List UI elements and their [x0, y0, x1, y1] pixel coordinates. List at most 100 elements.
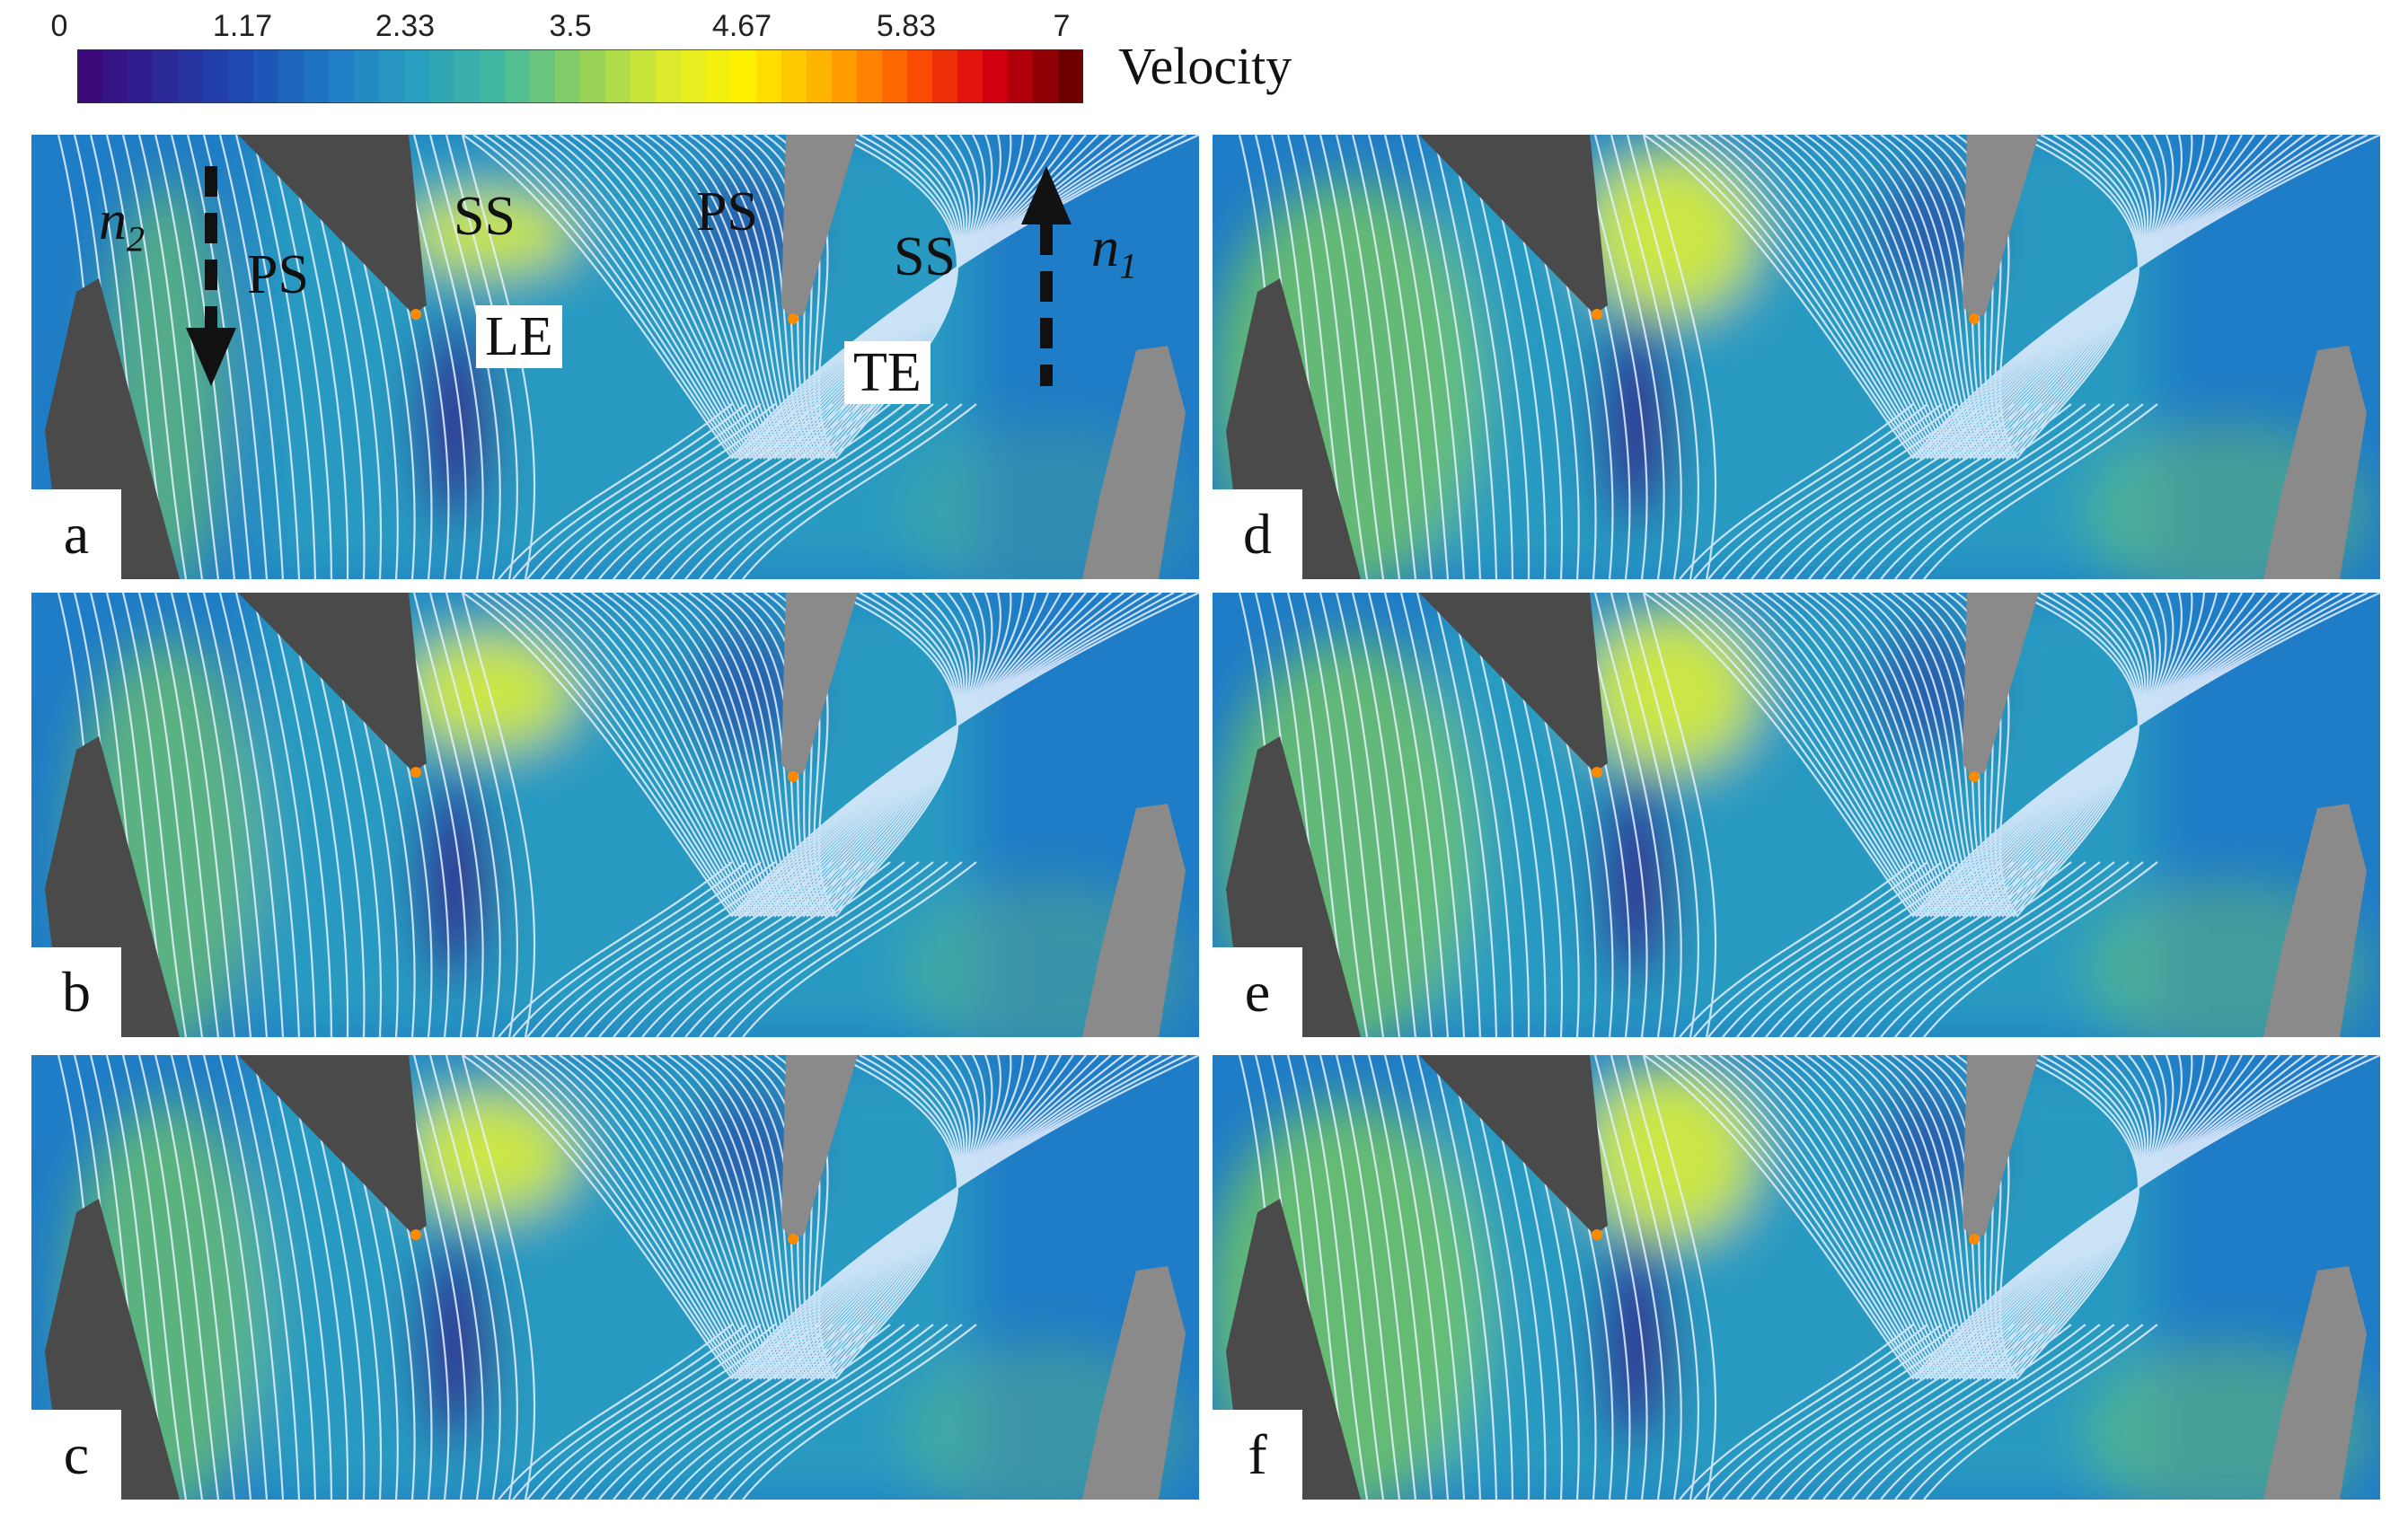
- streamline: [1815, 593, 2183, 918]
- streamline: [677, 135, 975, 460]
- streamline: [1808, 1324, 2043, 1500]
- streamline: [720, 593, 963, 918]
- label-n1: n1: [1091, 217, 1137, 286]
- streamline: [526, 1324, 762, 1500]
- streamline: [670, 861, 905, 1037]
- colorbar-title: Velocity: [1118, 37, 1292, 95]
- streamline: [1765, 1324, 2000, 1500]
- upper-blade-right: [781, 593, 858, 777]
- streamline: [1707, 593, 2306, 918]
- streamline: [1880, 403, 2115, 579]
- streamline: [1923, 861, 2158, 1037]
- streamline: [526, 861, 762, 1037]
- streamline: [1866, 861, 2101, 1037]
- streamline: [1722, 403, 1957, 579]
- streamline: [720, 1055, 963, 1380]
- panel-letter-f: f: [1213, 1410, 1302, 1500]
- streamline: [202, 1055, 269, 1500]
- tick-2: 2.33: [375, 9, 436, 43]
- streamline: [1302, 135, 1369, 579]
- streamline: [728, 1324, 963, 1500]
- streamline: [1383, 593, 1450, 1037]
- streamline: [1837, 135, 2167, 460]
- streamline: [483, 1055, 1175, 1380]
- streamline: [462, 135, 1199, 460]
- streamline: [251, 1055, 317, 1500]
- streamline: [1880, 135, 2149, 460]
- streamline: [584, 1324, 819, 1500]
- streamline: [591, 593, 1050, 918]
- streamline: [656, 861, 891, 1037]
- streamline: [641, 861, 877, 1037]
- streamline: [1697, 1055, 2318, 1380]
- streamline: [1610, 1055, 1682, 1500]
- lower-blade-right: [2263, 804, 2367, 1037]
- streamline: [218, 135, 285, 579]
- streamline: [1707, 1055, 2306, 1380]
- streamline: [1302, 593, 1369, 1037]
- streamline: [1779, 403, 2015, 579]
- streamline: [445, 593, 518, 1037]
- core-region: [1636, 1289, 1669, 1414]
- streamline: [627, 1324, 862, 1500]
- streamline: [1837, 593, 2167, 918]
- streamline: [684, 861, 920, 1037]
- streamline: [202, 593, 269, 1037]
- streamline: [713, 861, 948, 1037]
- streamline: [591, 1055, 1050, 1380]
- upper-blade-left: [1419, 593, 1608, 772]
- flow-field-e: [1213, 593, 2380, 1037]
- streamline: [202, 135, 269, 579]
- streamline: [1679, 403, 1914, 579]
- streamline: [1367, 135, 1433, 579]
- streamline: [1923, 403, 2158, 579]
- streamline: [1448, 135, 1514, 579]
- streamline: [412, 1055, 484, 1500]
- trailing-edge-hotspot: [788, 771, 798, 782]
- streamline: [462, 593, 1199, 918]
- flow-field-d: [1213, 135, 2380, 579]
- streamline: [1837, 403, 2072, 579]
- streamline: [251, 593, 317, 1037]
- streamline: [634, 1055, 1001, 1380]
- streamline: [1751, 1324, 1986, 1500]
- streamline: [1866, 1324, 2101, 1500]
- streamline: [154, 1055, 220, 1500]
- trailing-edge-hotspot: [1969, 1234, 1980, 1245]
- tick-3: 3.5: [549, 9, 592, 43]
- streamline: [699, 1324, 934, 1500]
- streamline: [1643, 135, 2380, 460]
- streamline: [1815, 1055, 2183, 1380]
- streamline: [598, 403, 834, 579]
- streamline: [1772, 135, 2231, 460]
- streamline: [1837, 1324, 2072, 1500]
- streamline: [186, 1055, 252, 1500]
- streamline: [1751, 1055, 2255, 1380]
- streamline: [645, 593, 993, 918]
- streamline: [699, 1055, 968, 1380]
- streamline: [1643, 1055, 2380, 1380]
- streamline: [1837, 1055, 2167, 1380]
- streamline: [461, 1055, 536, 1500]
- streamline: [1593, 135, 1665, 579]
- streamline: [559, 135, 1087, 460]
- streamline: [1794, 403, 2029, 579]
- streamline: [713, 403, 948, 579]
- streamline: [1399, 135, 1466, 579]
- streamline: [1319, 135, 1385, 579]
- streamline: [1826, 1055, 2174, 1380]
- streamline: [1643, 593, 2380, 918]
- core-region: [455, 368, 488, 494]
- panel-d: d: [1213, 135, 2380, 579]
- streamline: [267, 1055, 333, 1500]
- streamline: [1837, 861, 2072, 1037]
- streamline: [1783, 135, 2218, 460]
- streamline: [1675, 135, 2343, 460]
- streamline: [1880, 1324, 2115, 1500]
- streamline: [1664, 135, 2356, 460]
- streamline: [555, 1324, 790, 1500]
- streamline: [498, 861, 733, 1037]
- streamline: [555, 861, 790, 1037]
- streamline: [1869, 1055, 2152, 1380]
- streamline: [656, 135, 986, 460]
